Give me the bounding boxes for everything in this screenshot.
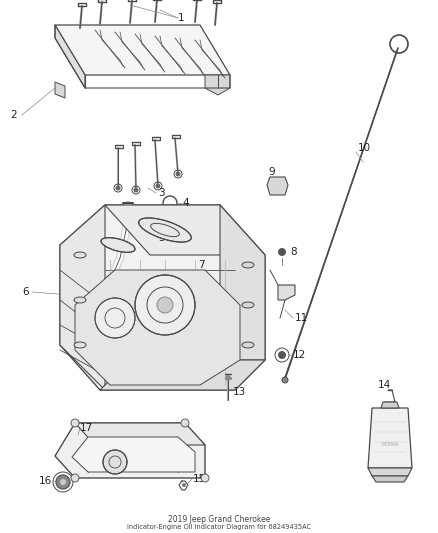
Polygon shape bbox=[72, 437, 195, 472]
Circle shape bbox=[278, 351, 286, 359]
Polygon shape bbox=[278, 285, 295, 300]
Ellipse shape bbox=[139, 218, 191, 242]
Circle shape bbox=[182, 483, 186, 487]
Text: 7: 7 bbox=[198, 260, 205, 270]
Circle shape bbox=[95, 298, 135, 338]
Text: 10: 10 bbox=[358, 143, 371, 153]
Circle shape bbox=[71, 474, 79, 482]
Polygon shape bbox=[55, 25, 85, 88]
Polygon shape bbox=[55, 423, 205, 478]
Text: 1: 1 bbox=[178, 13, 185, 23]
Polygon shape bbox=[75, 423, 205, 445]
Text: 16: 16 bbox=[39, 476, 52, 486]
Ellipse shape bbox=[74, 297, 86, 303]
Polygon shape bbox=[220, 205, 265, 360]
Ellipse shape bbox=[242, 262, 254, 268]
Text: 15: 15 bbox=[193, 474, 206, 484]
Circle shape bbox=[103, 450, 127, 474]
Text: 9: 9 bbox=[268, 167, 275, 177]
Polygon shape bbox=[105, 205, 265, 255]
Circle shape bbox=[64, 324, 92, 352]
Polygon shape bbox=[60, 205, 105, 390]
Polygon shape bbox=[100, 360, 265, 390]
Text: 2019 Jeep Grand Cherokee: 2019 Jeep Grand Cherokee bbox=[168, 515, 270, 524]
Polygon shape bbox=[55, 25, 230, 75]
Polygon shape bbox=[60, 205, 265, 390]
Polygon shape bbox=[368, 468, 412, 476]
Polygon shape bbox=[55, 82, 65, 98]
Text: 3: 3 bbox=[158, 188, 165, 198]
Ellipse shape bbox=[101, 238, 135, 252]
Circle shape bbox=[72, 332, 84, 344]
Polygon shape bbox=[75, 270, 240, 385]
Circle shape bbox=[135, 275, 195, 335]
Text: 8: 8 bbox=[290, 247, 297, 257]
Circle shape bbox=[116, 185, 120, 190]
Circle shape bbox=[201, 474, 209, 482]
Circle shape bbox=[60, 479, 66, 485]
Circle shape bbox=[71, 419, 79, 427]
Text: 13: 13 bbox=[233, 387, 246, 397]
Ellipse shape bbox=[74, 252, 86, 258]
Circle shape bbox=[278, 248, 286, 256]
Text: 4: 4 bbox=[182, 198, 189, 208]
Circle shape bbox=[181, 419, 189, 427]
Text: Indicator-Engine Oil Indicator Diagram for 68249435AC: Indicator-Engine Oil Indicator Diagram f… bbox=[127, 524, 311, 530]
Text: 14: 14 bbox=[378, 380, 391, 390]
Ellipse shape bbox=[74, 342, 86, 348]
Text: 17: 17 bbox=[80, 423, 93, 433]
Polygon shape bbox=[381, 402, 399, 408]
Polygon shape bbox=[372, 476, 408, 482]
Polygon shape bbox=[267, 177, 288, 195]
Circle shape bbox=[157, 297, 173, 313]
Text: MOPAR: MOPAR bbox=[381, 442, 399, 448]
Text: 12: 12 bbox=[293, 350, 306, 360]
Polygon shape bbox=[368, 408, 412, 468]
Text: 5: 5 bbox=[158, 233, 165, 243]
Circle shape bbox=[225, 375, 231, 381]
Ellipse shape bbox=[242, 342, 254, 348]
Polygon shape bbox=[205, 75, 230, 95]
Circle shape bbox=[134, 188, 138, 192]
Circle shape bbox=[282, 377, 288, 383]
Text: 6: 6 bbox=[22, 287, 28, 297]
Circle shape bbox=[56, 475, 70, 489]
Circle shape bbox=[147, 240, 153, 246]
Circle shape bbox=[176, 172, 180, 176]
Ellipse shape bbox=[242, 302, 254, 308]
Text: 11: 11 bbox=[295, 313, 308, 323]
Circle shape bbox=[155, 183, 160, 189]
Text: 2: 2 bbox=[10, 110, 17, 120]
